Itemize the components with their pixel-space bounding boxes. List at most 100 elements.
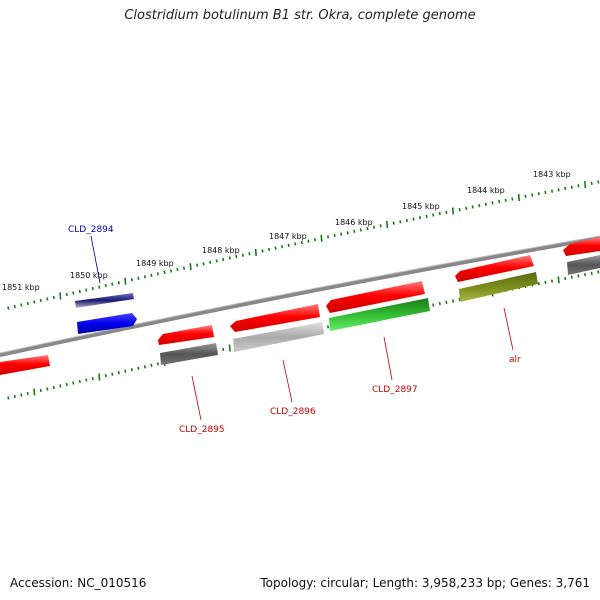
ruler-minor-tick — [333, 233, 336, 238]
ruler-major-tick — [33, 388, 36, 396]
ruler-minor-tick — [294, 242, 297, 246]
ruler-minor-tick — [281, 245, 284, 249]
ruler-minor-tick — [241, 253, 244, 257]
ruler-minor-tick — [130, 278, 133, 282]
accession-text: Accession: NC_010516 — [10, 576, 147, 590]
ruler-minor-tick — [91, 376, 94, 381]
ruler-minor-tick — [78, 379, 81, 384]
ruler-minor-tick — [228, 256, 231, 260]
ruler-minor-tick — [511, 197, 514, 201]
ruler-minor-tick — [20, 393, 23, 397]
ruler-minor-tick — [524, 194, 527, 198]
ruler-major-tick — [98, 373, 101, 381]
ruler-minor-tick — [52, 295, 55, 300]
ruler-minor-tick — [143, 275, 146, 279]
gene-label-cld-2897: CLD_2897 — [372, 385, 418, 395]
gene-cld-2897[interactable] — [326, 281, 430, 331]
ruler-minor-tick — [432, 213, 435, 217]
ruler-minor-tick — [78, 289, 81, 294]
ruler-minor-tick — [484, 202, 487, 206]
ruler-minor-tick — [531, 193, 534, 197]
ruler-minor-tick — [491, 201, 494, 205]
gene-alr[interactable] — [455, 255, 538, 302]
ruler-minor-tick — [7, 396, 10, 400]
ruler-minor-tick — [156, 272, 159, 276]
ruler-minor-tick — [117, 371, 120, 375]
gene-label-alr: alr — [509, 355, 521, 365]
ruler-minor-tick — [150, 363, 153, 368]
gene-left-edge[interactable] — [0, 355, 50, 375]
gene-right-edge[interactable] — [563, 237, 600, 275]
ruler-minor-tick — [143, 365, 146, 369]
ruler-minor-tick — [130, 368, 133, 372]
ruler-minor-tick — [98, 285, 101, 289]
ruler-minor-tick — [196, 263, 199, 267]
ruler-minor-tick — [176, 267, 179, 272]
ruler-minor-tick — [379, 224, 382, 228]
leader-cld-2895 — [191, 375, 202, 421]
ruler-minor-tick — [570, 275, 573, 279]
ruler-minor-tick — [13, 394, 16, 399]
gene-cld-2894[interactable] — [75, 293, 137, 334]
ruler-minor-tick — [392, 221, 395, 225]
ruler-major-tick — [386, 220, 389, 229]
leader-cld-2897 — [383, 336, 393, 381]
ruler-minor-tick — [209, 260, 212, 264]
ruler-minor-tick — [451, 299, 455, 303]
ruler-label-1850: 1850 kbp — [70, 271, 108, 280]
ruler-minor-tick — [405, 218, 408, 223]
ruler-minor-tick — [366, 226, 369, 231]
ruler-minor-tick — [26, 301, 29, 306]
ruler-minor-tick — [471, 205, 474, 209]
ruler-minor-tick — [346, 231, 349, 235]
ruler-minor-tick — [222, 347, 225, 352]
ruler-label-1846: 1846 kbp — [335, 218, 373, 227]
ruler-label-1847: 1847 kbp — [269, 232, 307, 241]
ruler-minor-tick — [267, 247, 271, 252]
ruler-minor-tick — [72, 291, 75, 295]
ruler-label-1845: 1845 kbp — [402, 202, 440, 211]
ruler-minor-tick — [340, 232, 343, 236]
ruler-minor-tick — [577, 184, 580, 188]
ruler-major-tick — [584, 181, 587, 189]
gene-cld-2895[interactable] — [158, 325, 218, 365]
ruler-major-tick — [189, 263, 192, 271]
ruler-minor-tick — [570, 185, 573, 189]
outer-ruler — [7, 180, 600, 310]
ruler-minor-tick — [39, 298, 42, 303]
ruler-minor-tick — [26, 391, 29, 396]
ruler-major-tick — [124, 277, 127, 285]
ruler-minor-tick — [20, 303, 23, 307]
ruler-label-1849: 1849 kbp — [136, 259, 174, 268]
ruler-minor-tick — [564, 186, 567, 191]
ruler-minor-tick — [557, 188, 560, 192]
ruler-minor-tick — [7, 306, 10, 310]
genome-summary-text: Topology: circular; Length: 3,958,233 bp… — [260, 576, 590, 590]
ruler-minor-tick — [504, 198, 507, 202]
ruler-label-1843: 1843 kbp — [533, 170, 571, 179]
gene-cld-2896[interactable] — [230, 304, 324, 352]
ruler-minor-tick — [222, 257, 225, 262]
ruler-minor-tick — [458, 207, 461, 212]
ruler-minor-tick — [72, 381, 75, 385]
ruler-minor-tick — [584, 272, 587, 277]
ruler-minor-tick — [33, 300, 36, 304]
ruler-minor-tick — [597, 180, 600, 184]
ruler-minor-tick — [104, 373, 107, 378]
ruler-major-tick — [517, 194, 520, 202]
ruler-minor-tick — [438, 301, 441, 306]
ruler-minor-tick — [182, 266, 186, 270]
ruler-minor-tick — [372, 225, 376, 229]
ruler-minor-tick — [597, 270, 600, 274]
ruler-minor-tick — [59, 384, 62, 388]
ruler-minor-tick — [432, 303, 435, 307]
ruler-minor-tick — [156, 362, 159, 366]
ruler-minor-tick — [104, 283, 107, 288]
ruler-major-tick — [254, 248, 257, 256]
ruler-minor-tick — [202, 262, 205, 266]
ruler-minor-tick — [564, 276, 567, 281]
ruler-minor-tick — [124, 369, 127, 373]
ruler-minor-tick — [326, 235, 330, 239]
ruler-minor-tick — [169, 269, 173, 273]
